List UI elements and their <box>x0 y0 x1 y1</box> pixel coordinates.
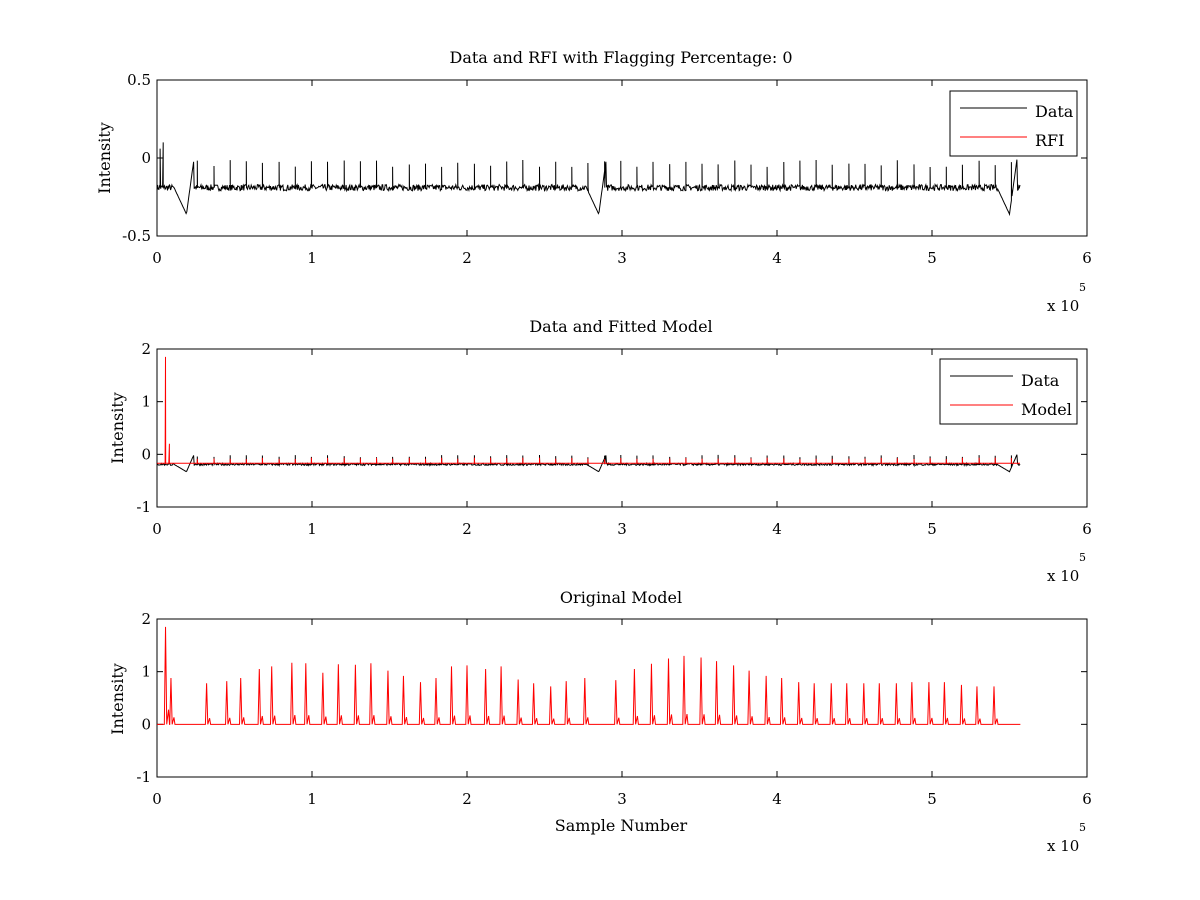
subplot-2-axes-box <box>156 348 1088 508</box>
x-tick-label: 3 <box>617 249 627 267</box>
subplot-3-plot-area <box>157 626 1021 725</box>
x-tick-label: 1 <box>307 520 317 538</box>
x-tick-label: 6 <box>1082 249 1092 267</box>
x-tick-label: 1 <box>307 790 317 808</box>
x-tick-label: 6 <box>1082 520 1092 538</box>
x-tick-label: 4 <box>772 790 782 808</box>
subplot-2-x-exponent: 5 <box>1079 551 1086 564</box>
x-tick-label: 2 <box>462 249 472 267</box>
subplot-3-axes-box <box>156 618 1088 778</box>
x-tick-label: 0 <box>152 520 162 538</box>
x-tick-label: 1 <box>307 249 317 267</box>
subplot-2-legend: Data Model <box>939 358 1078 425</box>
x-tick-label: 5 <box>927 790 937 808</box>
series-data-line <box>156 142 1021 217</box>
y-tick-label: 1 <box>141 663 151 681</box>
legend-label-model: Model <box>1021 400 1072 419</box>
subplot-2-x-exponent-label: x 10 <box>1047 567 1079 585</box>
x-tick-label: 5 <box>927 249 937 267</box>
y-tick-label: -0.5 <box>122 227 151 245</box>
x-tick-label: 6 <box>1082 790 1092 808</box>
x-tick-label: 5 <box>927 520 937 538</box>
legend-label-data: Data <box>1021 371 1060 390</box>
y-tick-label: 0 <box>141 445 151 463</box>
y-tick-label: 0 <box>141 715 151 733</box>
subplot-2-plot-area <box>156 356 1021 473</box>
x-tick-label: 2 <box>462 790 472 808</box>
x-tick-label: 0 <box>152 790 162 808</box>
subplot-3-x-exponent-label: x 10 <box>1047 837 1079 855</box>
subplot-1-legend-box <box>949 90 1078 157</box>
y-tick-label: -1 <box>136 498 151 516</box>
y-tick-label: 2 <box>141 340 151 358</box>
legend-label-data: Data <box>1035 102 1074 121</box>
subplot-1-ylabel: Intensity <box>95 122 114 194</box>
y-tick-label: 1 <box>141 393 151 411</box>
subplot-1-x-exponent: 5 <box>1079 281 1086 294</box>
series-model-line <box>157 626 1021 725</box>
subplot-2-legend-box <box>939 358 1078 425</box>
subplot-2-ylabel: Intensity <box>108 392 127 464</box>
subplot-2-title: Data and Fitted Model <box>529 317 712 336</box>
y-tick-label: -1 <box>136 768 151 786</box>
x-tick-label: 4 <box>772 520 782 538</box>
subplot-1: Data and RFI with Flagging Percentage: 0… <box>95 48 1092 315</box>
x-tick-label: 4 <box>772 249 782 267</box>
subplot-1-x-exponent-label: x 10 <box>1047 297 1079 315</box>
series-model-line <box>157 356 1020 464</box>
x-tick-label: 3 <box>617 520 627 538</box>
subplot-1-title: Data and RFI with Flagging Percentage: 0 <box>449 48 792 67</box>
y-tick-label: 0.5 <box>127 71 151 89</box>
subplot-3-x-exponent: 5 <box>1079 821 1086 834</box>
subplot-3-xlabel: Sample Number <box>555 816 688 835</box>
subplot-1-plot-area <box>156 142 1021 217</box>
subplot-1-legend: Data RFI <box>949 90 1078 157</box>
legend-label-rfi: RFI <box>1035 131 1064 150</box>
x-tick-label: 2 <box>462 520 472 538</box>
x-tick-label: 3 <box>617 790 627 808</box>
y-tick-label: 0 <box>141 149 151 167</box>
subplot-3-title: Original Model <box>560 588 682 607</box>
x-tick-label: 0 <box>152 249 162 267</box>
subplot-3-ylabel: Intensity <box>108 663 127 735</box>
subplot-1-ticks: 0 1 2 3 4 5 6-0.500.5 <box>122 71 1092 267</box>
y-tick-label: 2 <box>141 610 151 628</box>
subplot-1-axes-box <box>156 79 1088 237</box>
